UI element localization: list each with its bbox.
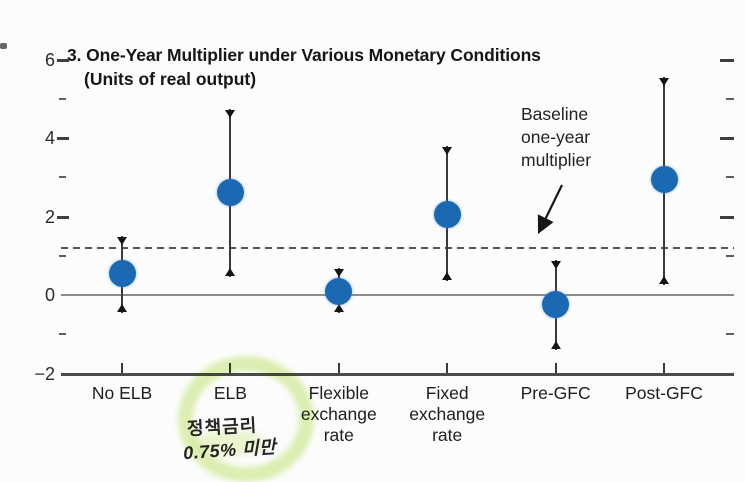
y-tick-major-right bbox=[720, 215, 734, 219]
y-tick-label: −2 bbox=[34, 363, 55, 384]
error-bar-cap-bottom bbox=[550, 340, 561, 349]
x-category-label: Fixed exchange rate bbox=[409, 383, 486, 445]
data-point bbox=[542, 291, 570, 319]
y-tick-minor-left bbox=[59, 333, 66, 336]
data-point bbox=[216, 179, 244, 207]
x-category-label: Post-GFC bbox=[625, 383, 703, 403]
y-tick-minor-right bbox=[726, 254, 734, 257]
x-category-label: ELB bbox=[213, 383, 247, 403]
y-tick-label: 2 bbox=[44, 206, 55, 227]
error-bar-cap-bottom bbox=[442, 272, 453, 281]
x-axis-tick bbox=[446, 362, 449, 373]
error-bar-cap-top bbox=[225, 109, 236, 118]
error-bar-cap-bottom bbox=[659, 276, 669, 285]
scan-artifact bbox=[0, 43, 7, 49]
error-bar-cap-top bbox=[333, 268, 344, 277]
x-axis-tick bbox=[229, 362, 232, 373]
y-tick-minor-right bbox=[726, 176, 734, 179]
zero-line bbox=[61, 294, 734, 296]
baseline-arrow-icon bbox=[537, 184, 563, 234]
error-bar-cap-bottom bbox=[117, 303, 127, 312]
x-axis-tick bbox=[337, 362, 340, 373]
baseline-annotation: Baseline one-year multiplier bbox=[521, 104, 592, 170]
x-category-label: No ELB bbox=[91, 383, 153, 403]
y-tick-label: 6 bbox=[44, 49, 55, 70]
data-point bbox=[433, 201, 461, 229]
error-bar-cap-top bbox=[550, 260, 561, 269]
x-axis-tick bbox=[554, 362, 557, 373]
y-tick-minor-left bbox=[59, 176, 66, 179]
x-axis-line bbox=[61, 372, 734, 376]
x-axis-tick bbox=[121, 362, 123, 373]
y-tick-minor-left bbox=[59, 254, 66, 257]
y-tick-minor-left bbox=[59, 97, 66, 100]
y-tick-major-right bbox=[720, 137, 734, 140]
error-bar-cap-bottom bbox=[333, 303, 344, 312]
x-category-label: Flexible exchange rate bbox=[300, 383, 377, 445]
x-axis-tick bbox=[663, 362, 665, 373]
y-tick-major-right bbox=[720, 58, 734, 62]
error-bar-cap-top bbox=[442, 146, 453, 155]
y-tick-major-left bbox=[57, 137, 69, 140]
y-tick-label: 4 bbox=[44, 128, 55, 148]
data-point bbox=[108, 259, 136, 287]
error-bar-cap-top bbox=[659, 78, 669, 87]
baseline-dashed-line bbox=[61, 246, 734, 249]
y-tick-label: 0 bbox=[44, 285, 55, 305]
data-point bbox=[325, 277, 353, 305]
y-tick-minor-right bbox=[726, 97, 734, 100]
y-tick-major-left bbox=[57, 215, 69, 219]
data-point bbox=[650, 165, 678, 193]
chart-subtitle: (Units of real output) bbox=[84, 69, 257, 89]
x-category-label: Pre-GFC bbox=[520, 383, 591, 403]
y-tick-minor-right bbox=[726, 333, 734, 336]
y-tick-major-left bbox=[57, 58, 69, 62]
error-bar-cap-bottom bbox=[225, 268, 236, 277]
chart-title: 3. One-Year Multiplier under Various Mon… bbox=[67, 45, 541, 65]
error-bar-cap-top bbox=[117, 237, 127, 246]
